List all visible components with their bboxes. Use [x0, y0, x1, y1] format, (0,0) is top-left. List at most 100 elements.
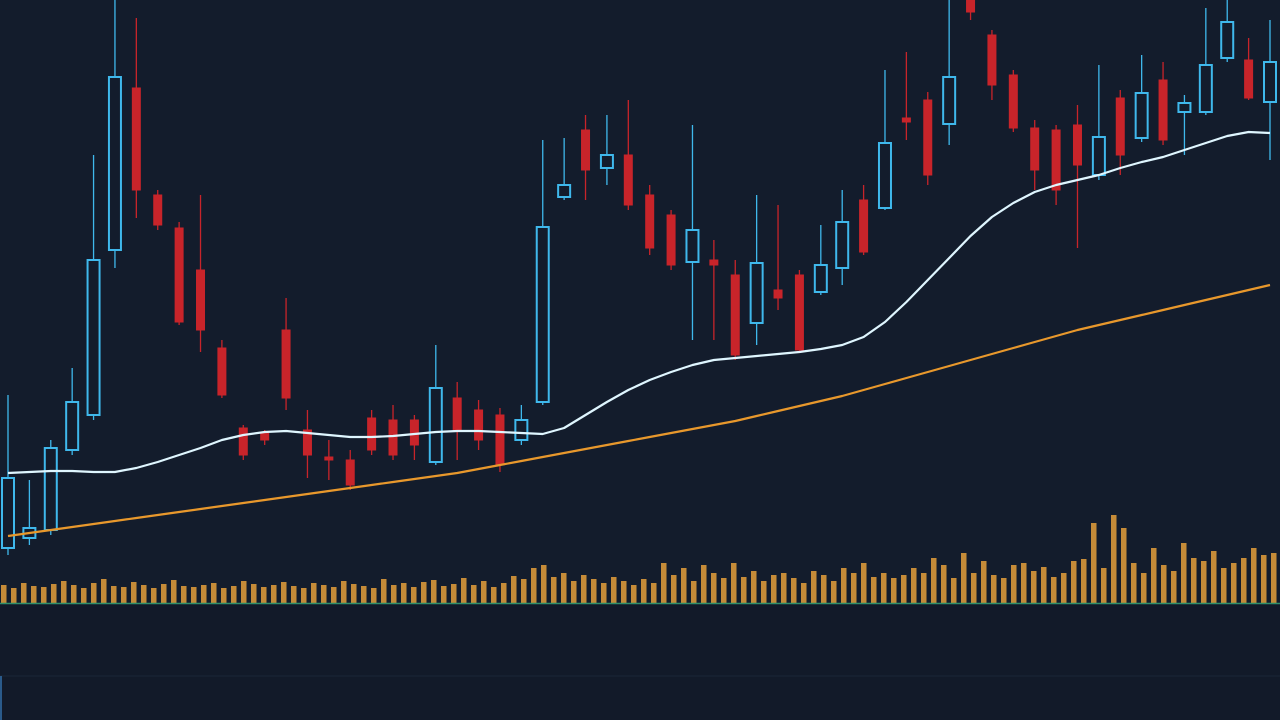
volume-bar — [761, 581, 767, 603]
candle-body — [86, 259, 101, 416]
candle-body — [495, 414, 505, 466]
volume-bar — [1001, 578, 1007, 603]
candle-body — [923, 99, 933, 176]
candle-body — [599, 154, 614, 169]
volume-bar — [691, 581, 697, 603]
volume-bar — [491, 587, 497, 603]
volume-bar — [821, 575, 827, 603]
candle-body — [238, 427, 248, 456]
volume-bar — [1041, 567, 1047, 603]
volume-bar — [791, 578, 797, 603]
volume-bar — [221, 588, 227, 603]
volume-bar — [241, 581, 247, 603]
volume-bar — [1251, 548, 1257, 603]
volume-bar — [901, 575, 907, 603]
volume-bar — [1261, 555, 1267, 603]
volume-bar — [801, 583, 807, 603]
volume-bar — [1221, 568, 1227, 603]
candle-body — [1220, 21, 1235, 59]
candle-body — [901, 117, 911, 123]
volume-bar — [561, 573, 567, 603]
volume-bar — [771, 575, 777, 603]
volume-bar — [731, 563, 737, 603]
volume-bar — [381, 579, 387, 603]
volume-bar — [1211, 551, 1217, 603]
candle-body — [1158, 79, 1168, 141]
volume-bar — [861, 563, 867, 603]
candle-body — [794, 274, 804, 351]
candle-body — [43, 447, 58, 531]
candle-body — [859, 199, 869, 253]
candle-body — [174, 227, 184, 323]
candle-body — [685, 229, 700, 263]
candle-body — [535, 226, 550, 403]
candle-body — [877, 142, 892, 209]
volume-bar — [1011, 565, 1017, 603]
volume-bar — [141, 585, 147, 603]
candle-body — [281, 329, 291, 399]
candle-body — [1030, 127, 1040, 171]
candle-body — [813, 264, 828, 293]
candle-body — [217, 347, 227, 396]
volume-bar — [1091, 523, 1097, 603]
candle-body — [1072, 124, 1082, 166]
volume-bar — [971, 573, 977, 603]
candle-body — [1244, 59, 1254, 99]
volume-bar — [281, 582, 287, 603]
volume-bar — [11, 588, 17, 603]
candle-body — [623, 154, 633, 206]
candle-body — [749, 262, 764, 324]
volume-bar — [341, 581, 347, 603]
volume-bar — [331, 587, 337, 603]
volume-bar — [61, 581, 67, 603]
volume-bar — [31, 586, 37, 603]
volume-bar — [1201, 561, 1207, 603]
volume-bar — [871, 577, 877, 603]
volume-bar — [1111, 515, 1117, 603]
candle-body — [730, 274, 740, 356]
candle-body — [1263, 61, 1277, 103]
volume-bar — [191, 587, 197, 603]
volume-bar — [841, 568, 847, 603]
volume-bar — [211, 583, 217, 603]
volume-bar — [1161, 565, 1167, 603]
volume-bar — [471, 585, 477, 603]
candle-body — [514, 419, 529, 441]
volume-bar — [101, 579, 107, 603]
candle-body — [153, 194, 163, 226]
volume-bar — [151, 588, 157, 603]
candle-body — [1, 477, 15, 549]
volume-bar — [1, 585, 7, 603]
candle-body — [302, 429, 312, 456]
candle-body — [942, 76, 957, 125]
candle-body — [345, 459, 355, 486]
volume-bar — [271, 585, 277, 603]
volume-bar — [981, 561, 987, 603]
volume-bar — [171, 580, 177, 603]
candle-body — [1051, 129, 1061, 191]
volume-bar — [201, 585, 207, 603]
volume-bar — [551, 577, 557, 603]
candle-body — [835, 221, 850, 269]
volume-bar — [501, 583, 507, 603]
volume-bar — [1131, 563, 1137, 603]
volume-bar — [21, 583, 27, 603]
lower-panel — [0, 604, 1280, 720]
volume-bar — [571, 581, 577, 603]
volume-bar — [391, 585, 397, 603]
volume-bar — [351, 584, 357, 603]
volume-bar — [521, 579, 527, 603]
volume-bar — [581, 575, 587, 603]
volume-bar — [361, 586, 367, 603]
volume-bar — [831, 581, 837, 603]
volume-bar — [91, 583, 97, 603]
volume-bar — [1071, 561, 1077, 603]
candle-body — [107, 76, 122, 251]
volume-bar — [721, 578, 727, 603]
volume-bar — [291, 586, 297, 603]
volume-bar — [1181, 543, 1187, 603]
volume-bar — [1191, 558, 1197, 603]
candle-body — [1091, 136, 1106, 176]
volume-bar — [631, 585, 637, 603]
candle-body — [666, 214, 676, 266]
